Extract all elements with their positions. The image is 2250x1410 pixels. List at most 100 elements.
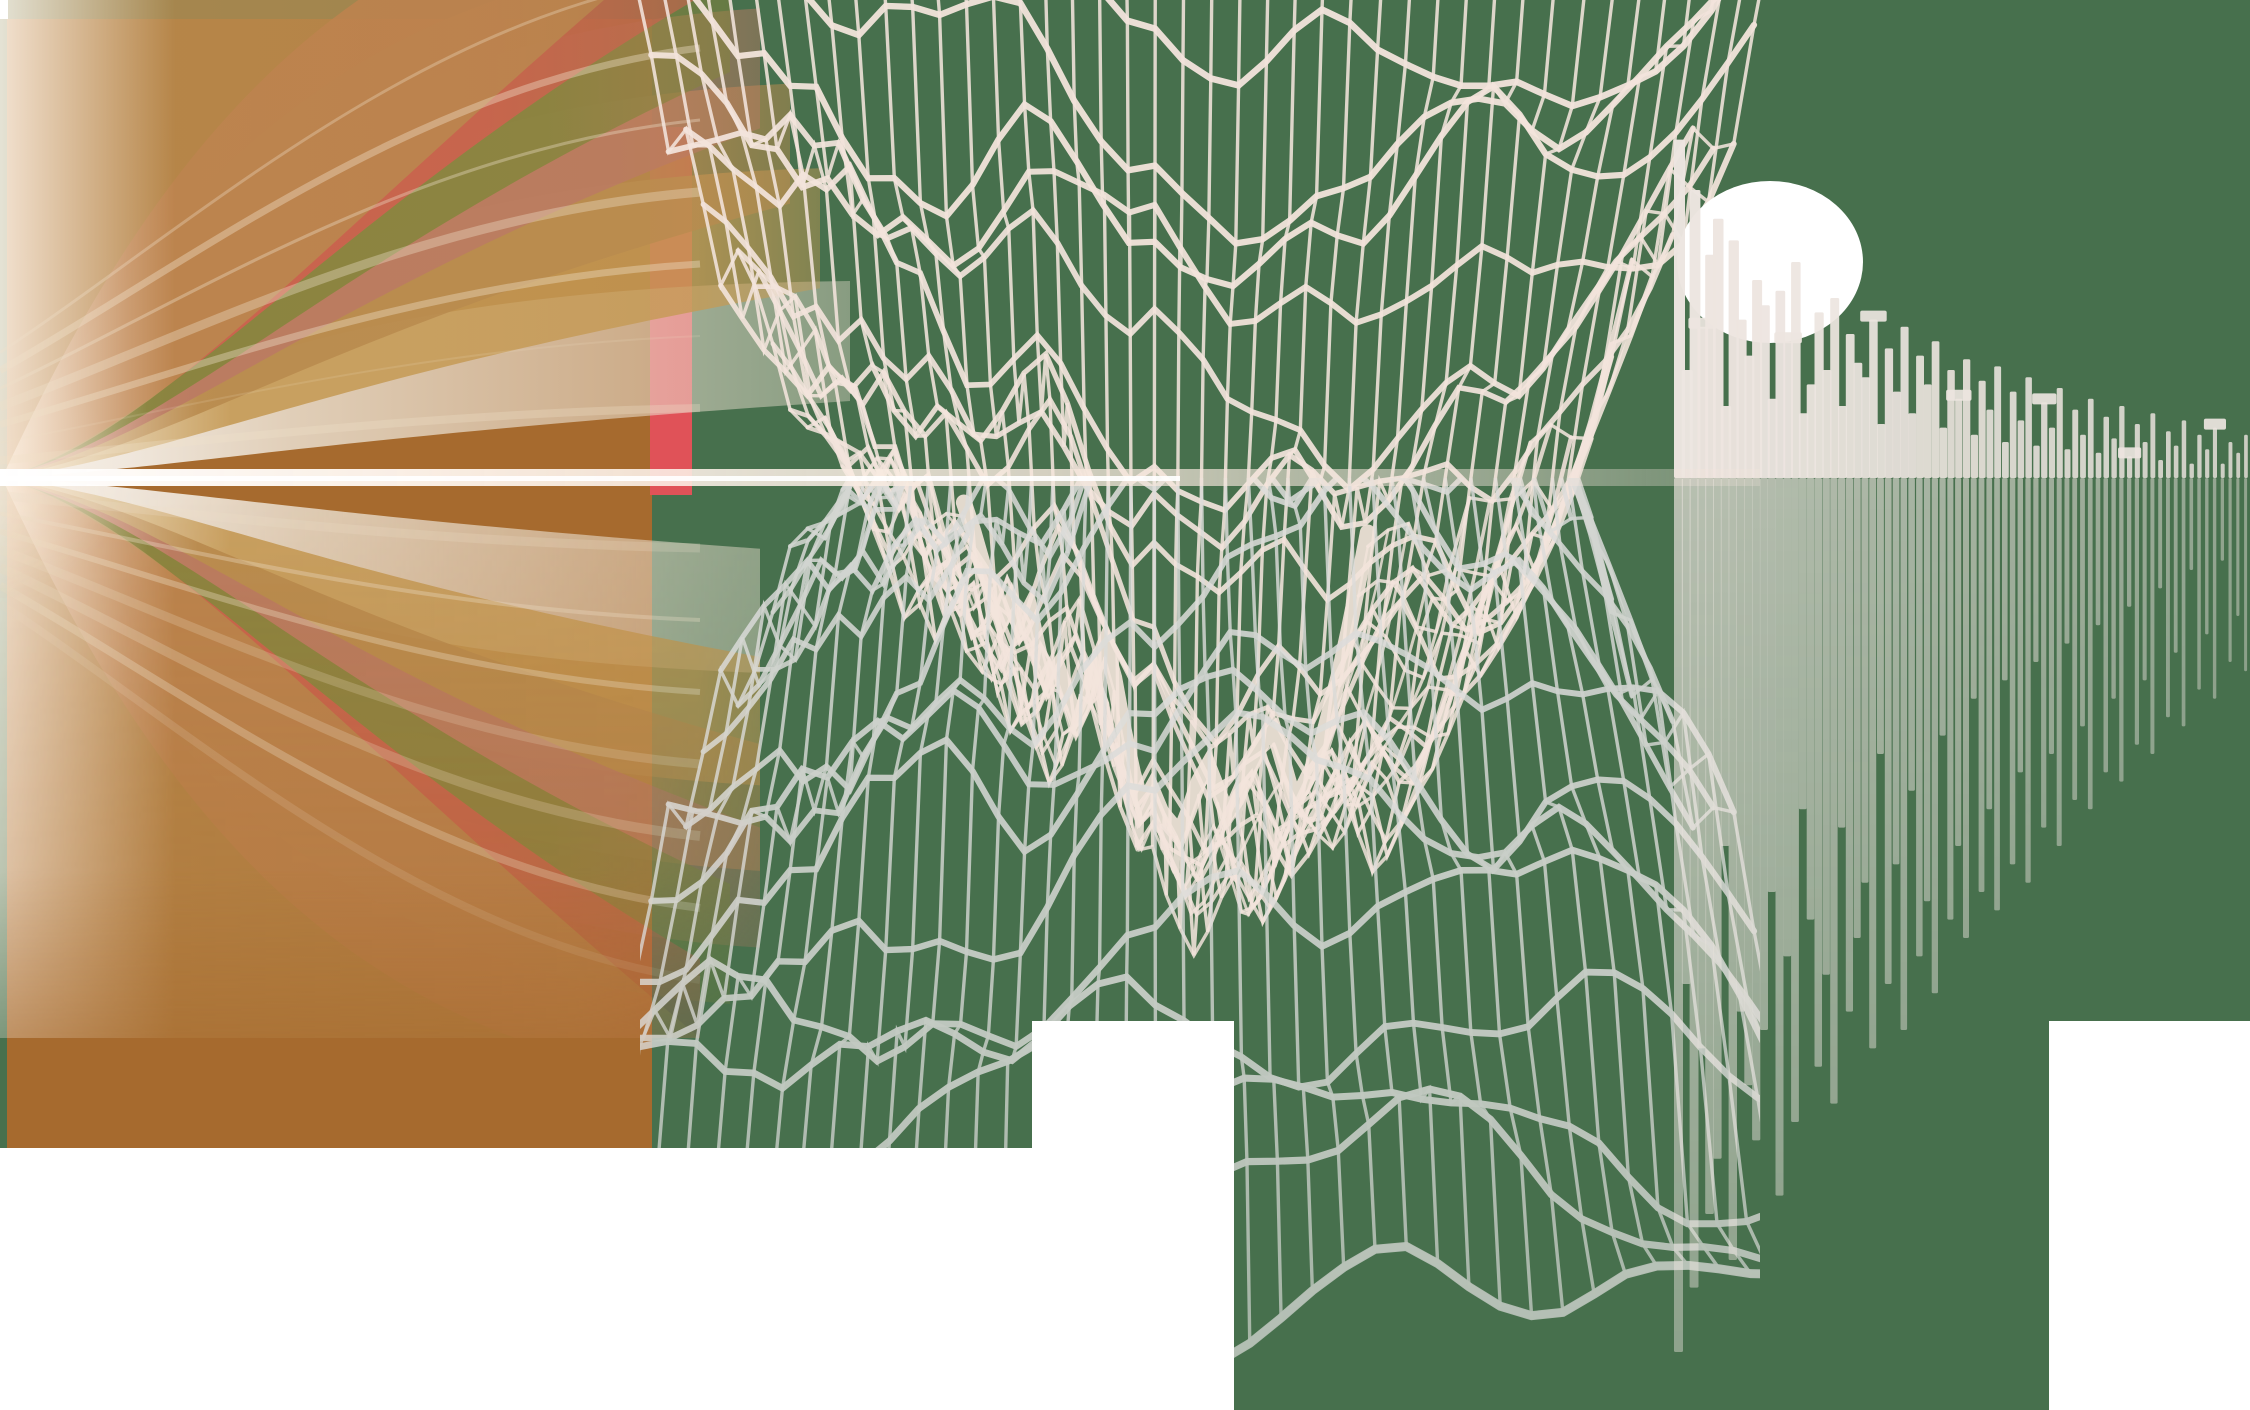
spike-bar	[2002, 442, 2009, 478]
spike-bar-reflected	[1705, 478, 1714, 1214]
spike-bar	[1814, 312, 1824, 478]
mesh-wire-vertical	[1197, 57, 1315, 1293]
spike-bar	[1986, 409, 1994, 478]
spike-bar-reflected	[1713, 478, 1722, 1159]
mesh-wire-vertical	[653, 319, 1004, 1344]
spike-bar	[2127, 456, 2133, 478]
mesh-wire-horizontal	[630, 666, 1758, 985]
spike-bar	[1947, 370, 1955, 478]
horizon-glow	[0, 469, 1760, 486]
spike-bar	[1994, 366, 2002, 478]
spike-bar	[2017, 420, 2025, 478]
spike-bar-reflected	[1908, 478, 1915, 791]
spike-bar-reflected	[2150, 478, 2155, 754]
mesh-wire-vertical	[715, 309, 1022, 1334]
spike-bar	[1838, 406, 1847, 478]
spike-bar-reflected	[1923, 478, 1931, 902]
smear-wisp	[0, 118, 701, 390]
spike-bar	[2033, 445, 2040, 478]
spike-bar-reflected	[1853, 478, 1861, 938]
spike-bar	[2134, 424, 2140, 478]
spike-bar-reflected	[1877, 478, 1884, 754]
spike-bar-reflected	[1689, 478, 1699, 1288]
mesh-wire-vertical	[903, 167, 1079, 1308]
spike-bar-reflected	[2111, 478, 2116, 699]
smear-body-mass	[0, 0, 604, 478]
spike-bars-reflection	[1674, 478, 2248, 1352]
mesh-wire-horizontal	[692, 0, 1758, 290]
spike-bar	[2095, 452, 2102, 478]
spike-bar	[2048, 427, 2056, 478]
smear-wisp	[0, 600, 701, 984]
spike-bar	[2244, 434, 2248, 478]
mesh-wire-vertical	[1168, 27, 1221, 1364]
mesh-wire-vertical	[1225, 0, 1383, 928]
spike-bar-reflected	[2009, 478, 2016, 865]
spike-bar-reflected	[1861, 478, 1869, 883]
mesh-wire-vertical	[934, 190, 1088, 1341]
spike-bar-reflected	[2173, 478, 2178, 653]
spike-bar-reflected	[2041, 478, 2047, 828]
spike-bar-reflected	[1955, 478, 1962, 846]
mesh-wire-horizontal	[595, 846, 1798, 1101]
spike-bar-reflected	[2048, 478, 2054, 754]
mesh-wire-vertical	[1225, 28, 1409, 1249]
white-notch-top-left	[0, 0, 8, 19]
mesh-wire-vertical	[1337, 0, 1715, 711]
spike-bar-reflected	[1752, 478, 1761, 1141]
spike-bar-reflected	[1947, 478, 1954, 920]
spike-bar-reflected	[1830, 478, 1838, 1104]
spike-bar	[2009, 391, 2017, 478]
spike-bar-reflected	[2181, 478, 2186, 727]
spike-bar	[2173, 445, 2179, 478]
spike-bar-reflected	[1963, 478, 1969, 938]
spike-bar	[2025, 377, 2032, 478]
spike-bar	[1853, 362, 1863, 478]
spike-bar	[2205, 449, 2210, 478]
spike-bar	[1970, 434, 1978, 478]
spike-bar-reflected	[1986, 478, 1993, 810]
spike-bar	[2103, 416, 2109, 478]
spike-bar-reflected	[2205, 478, 2209, 635]
smear-wisp	[0, 44, 701, 374]
white-block-bottom-right	[2049, 1021, 2250, 1410]
spike-bar	[1877, 424, 1886, 478]
mesh-wire-vertical	[1356, 322, 1847, 1296]
spike-bar	[1783, 341, 1793, 478]
spike-bar	[2111, 438, 2117, 478]
mesh-wire-vertical	[1091, 131, 1135, 1364]
spike-bar-reflected	[2017, 478, 2023, 773]
mesh-wire-vertical	[841, 240, 1060, 1288]
smear-body-mass-reflected	[0, 478, 700, 1118]
spike-bar-reflected	[2095, 478, 2101, 626]
spike-bar	[1978, 380, 1986, 478]
spike-bar	[2072, 409, 2079, 478]
spike-bar	[1830, 298, 1840, 478]
mesh-wire-vertical	[1281, 0, 1555, 838]
mesh-wire-vertical	[1319, 167, 1722, 1271]
spike-bar-reflected	[1744, 478, 1753, 1086]
mesh-wire-vertical	[1215, 53, 1377, 1251]
spike-bar	[2142, 442, 2148, 478]
spike-bar-reflected	[2072, 478, 2078, 800]
spike-bar-reflected	[2228, 478, 2232, 662]
spike-bar-reflected	[1736, 478, 1745, 1012]
spike-bar-reflected	[1892, 478, 1900, 865]
spike-bar	[2166, 431, 2171, 478]
mesh-wire-vertical	[686, 0, 985, 580]
spike-bar	[1767, 398, 1778, 478]
spike-bar-reflected	[2158, 478, 2163, 589]
spike-bar-reflected	[1869, 478, 1877, 1049]
spike-bar-reflected	[2025, 478, 2031, 883]
spike-bar-reflected	[1728, 478, 1737, 1260]
smear-wisp	[0, 563, 701, 841]
mesh-wire-vertical	[1070, 0, 1126, 788]
spike-bar-reflected	[1939, 478, 1946, 736]
spike-bar-reflected	[2127, 478, 2132, 607]
gradient-smear-reflection	[0, 358, 850, 1118]
spike-bar-cap	[2203, 418, 2226, 430]
mesh-wire-vertical	[1122, 106, 1145, 1364]
mesh-wire-vertical	[590, 376, 985, 1325]
